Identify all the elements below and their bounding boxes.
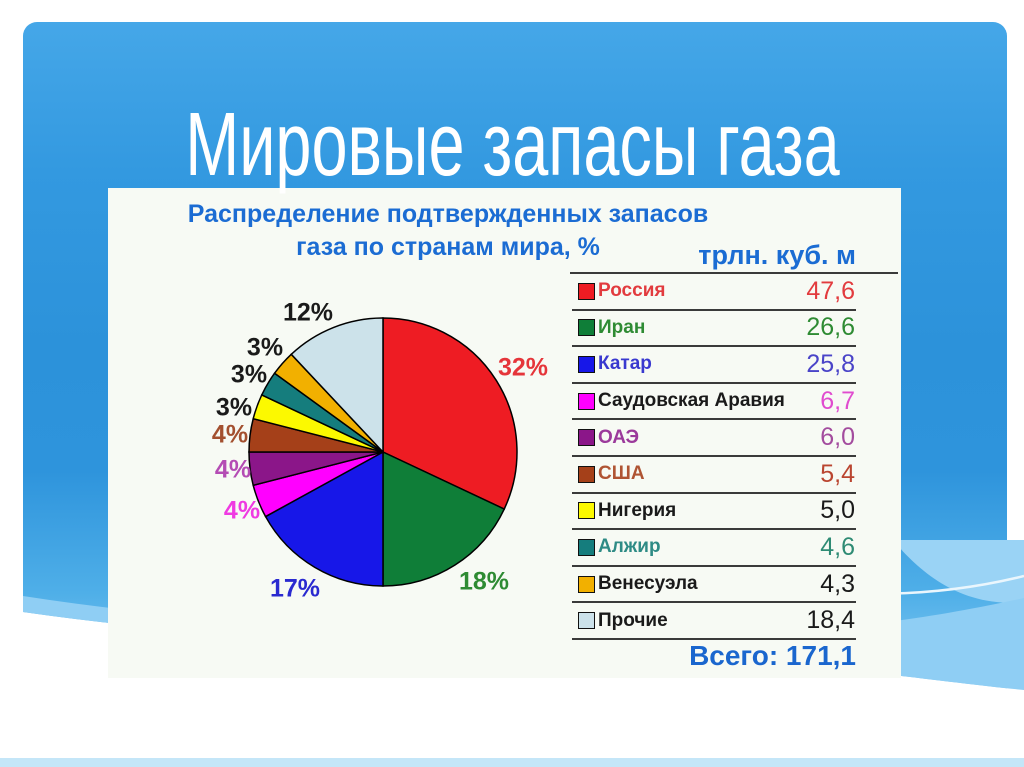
legend-value: 47,6 [806,276,855,305]
chart-title-line2: газа по странам мира, % [296,233,600,261]
legend-label: ОАЭ [598,426,640,448]
legend-label: Прочие [598,609,668,631]
pie-percent-label: 12% [282,298,334,327]
units-header: трлн. куб. м [698,240,856,270]
legend-swatch [578,502,595,520]
legend-table: Россия 47,6 Иран 26,6 Катар 25,8 Саудовская Ар… [572,274,856,640]
slide-title-text: Мировые запасы газа [184,95,840,195]
legend-row: Прочие 18,4 [572,603,856,640]
pie-percent-label: 3% [215,393,253,422]
legend-value: 5,4 [820,459,855,488]
legend-value: 26,6 [806,313,855,342]
pie-percent-label: 32% [497,353,549,382]
legend-row: Алжир 4,6 [572,530,856,567]
units-underline [570,272,898,274]
legend-label: Катар [598,353,652,375]
total-label: Всего: 171,1 [689,640,856,671]
legend-label: Саудовская Аравия [598,390,785,412]
legend-value: 6,7 [820,386,855,415]
legend-row: Россия 47,6 [572,274,856,311]
legend-label: Россия [598,280,666,302]
legend-row: США 5,4 [572,457,856,494]
pie-percent-label: 18% [458,567,510,596]
pie-percent-label: 17% [269,574,321,603]
chart-panel: Распределение подтвержденных запасов газ… [108,188,901,678]
legend-value: 25,8 [806,349,855,378]
pie-slice [290,317,384,454]
legend-row: ОАЭ 6,0 [572,420,856,457]
legend-swatch [578,612,595,630]
legend-swatch [578,319,595,337]
legend-swatch [578,355,595,373]
pie-percent-label: 4% [214,455,252,484]
legend-swatch [578,429,595,447]
pie-slice [382,450,506,587]
legend-swatch [578,538,595,556]
legend-swatch [578,282,595,300]
chart-title-line1: Распределение подтвержденных запасов [187,200,709,228]
legend-label: США [598,463,645,485]
legend-value: 6,0 [820,423,855,452]
pie-percent-label: 3% [246,333,284,362]
pie-percent-label: 3% [230,360,268,389]
legend-row: Иран 26,6 [572,311,856,348]
legend-row: Нигерия 5,0 [572,494,856,531]
bottom-strip [0,758,1024,767]
legend-row: Венесуэла 4,3 [572,567,856,604]
legend-value: 4,3 [820,569,855,598]
legend-value: 4,6 [820,532,855,561]
legend-swatch [578,392,595,410]
pie-percent-label: 4% [211,420,249,449]
legend-swatch [578,465,595,483]
legend-label: Иран [598,316,646,338]
pie-slice [264,450,384,587]
slide-title: Мировые запасы газа [0,95,1024,195]
pie-percent-label: 4% [223,496,261,525]
legend-row: Саудовская Аравия 6,7 [572,384,856,421]
legend-label: Венесуэла [598,573,698,595]
legend-swatch [578,575,595,593]
legend-value: 18,4 [806,606,855,635]
legend-label: Нигерия [598,499,677,521]
wave-right-area [893,540,1024,603]
legend-row: Катар 25,8 [572,347,856,384]
legend-value: 5,0 [820,496,855,525]
pie-slice [382,317,518,511]
legend-label: Алжир [598,536,661,558]
chart-title: Распределение подтвержденных запасов газ… [128,198,768,264]
pie-chart [248,317,518,587]
